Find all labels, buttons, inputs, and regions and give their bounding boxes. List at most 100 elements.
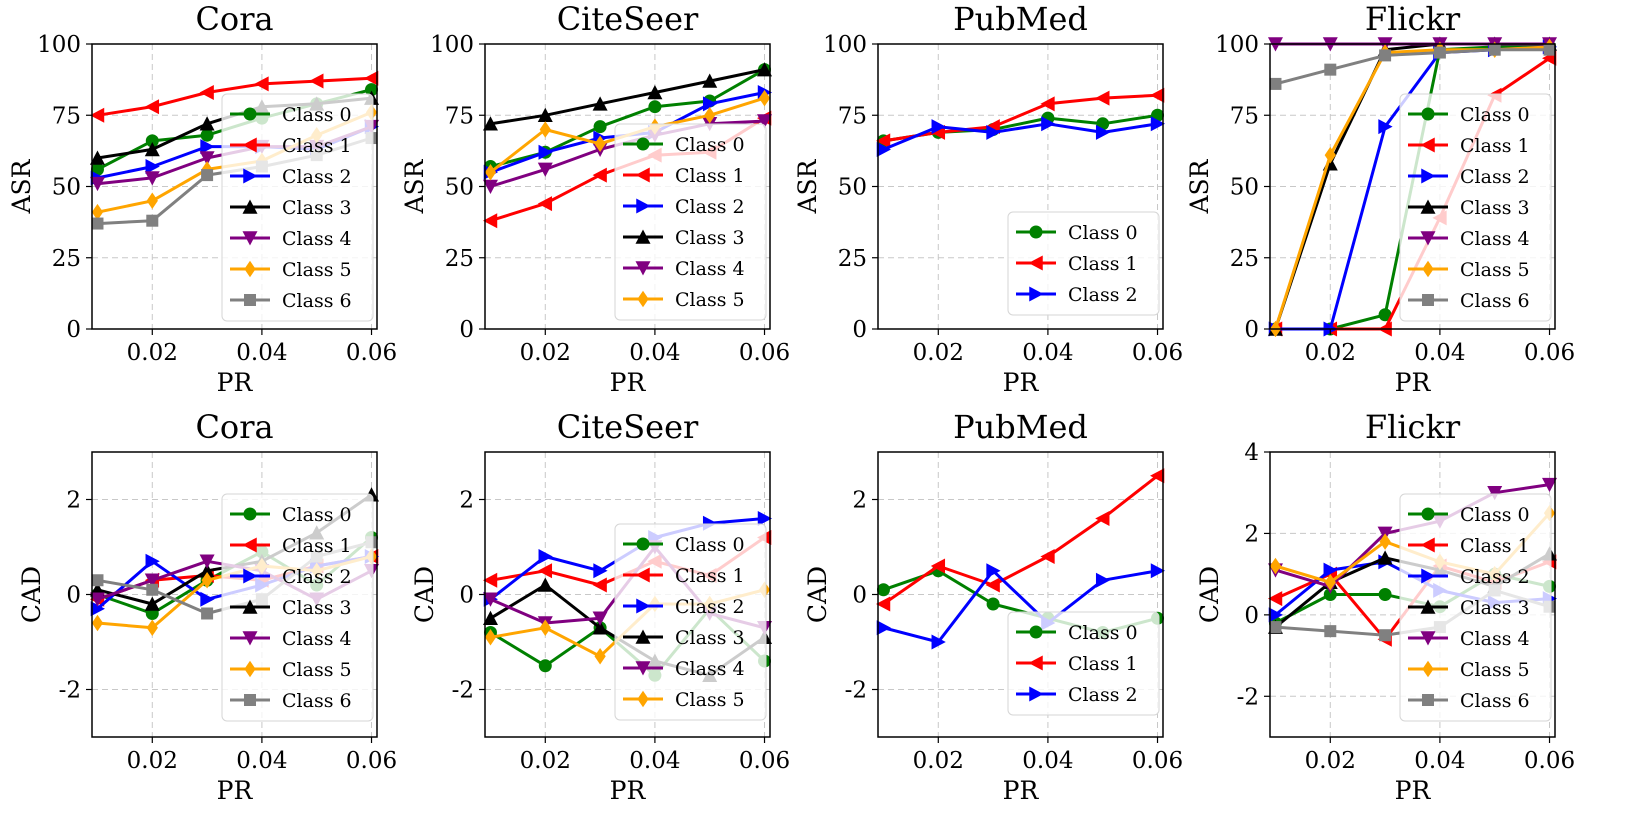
legend-label: Class 5 — [675, 289, 745, 311]
data-point — [537, 577, 553, 592]
legend-item: Class 3 — [230, 197, 352, 219]
data-point — [647, 84, 663, 100]
legend: Class 0 Class 1 Class 2 Class 3 Class 4 Class… — [221, 493, 374, 722]
legend-item: Class 5 — [230, 259, 352, 281]
data-point — [144, 573, 160, 588]
y-tick-label: 0 — [459, 317, 474, 343]
x-tick-label: 0.02 — [127, 340, 178, 366]
legend-box — [221, 493, 374, 722]
data-point — [1378, 119, 1393, 135]
data-point — [89, 176, 105, 192]
data-point — [1150, 468, 1165, 484]
data-point — [986, 597, 1000, 611]
data-point — [1268, 607, 1283, 623]
legend-label: Class 1 — [675, 565, 745, 587]
x-axis-label: PR — [1003, 368, 1040, 397]
y-tick-label: 75 — [838, 103, 867, 129]
legend-item: Class 1 — [1408, 535, 1530, 557]
legend-box — [1399, 493, 1552, 722]
legend: Class 0 Class 1 Class 2 Class 3 Class 4 Class… — [614, 123, 767, 321]
y-tick-label: 100 — [37, 32, 81, 58]
y-axis-label: ASR — [400, 158, 429, 214]
panel-title: PubMed — [953, 0, 1088, 38]
data-point — [1488, 43, 1501, 56]
legend-swatch-marker — [242, 599, 258, 614]
data-point — [144, 99, 160, 115]
data-point — [1324, 625, 1337, 638]
legend-item: Class 1 — [623, 565, 745, 587]
legend-swatch-marker — [1028, 655, 1043, 671]
legend-item: Class 5 — [230, 659, 352, 681]
x-tick-label: 0.04 — [629, 340, 680, 366]
series-line — [1275, 48, 1550, 86]
data-point — [145, 159, 160, 175]
x-tick-label: 0.02 — [520, 748, 571, 774]
legend-swatch-marker — [636, 537, 650, 551]
legend-label: Class 5 — [675, 689, 745, 711]
legend-swatch-marker — [637, 290, 649, 308]
x-axis-label: PR — [610, 368, 647, 397]
data-point — [702, 73, 718, 88]
legend-label: Class 3 — [675, 627, 745, 649]
legend-item: Class 3 — [230, 597, 352, 619]
panel-title: Flickr — [1365, 0, 1461, 38]
data-point — [1269, 557, 1282, 575]
data-point — [704, 107, 716, 124]
data-point — [1095, 572, 1111, 588]
series-class-1 — [875, 468, 1165, 612]
legend-item: Class 4 — [623, 658, 745, 680]
legend-item: Class 5 — [623, 689, 745, 711]
legend-swatch-marker — [1029, 686, 1044, 702]
legend-label: Class 4 — [675, 258, 745, 280]
y-tick-label: 0 — [66, 583, 81, 609]
data-point — [199, 84, 214, 100]
data-point — [146, 619, 158, 636]
legend-item: Class 0 — [1408, 104, 1530, 126]
legend: Class 0 Class 1 Class 2 Class 3 Class 4 Class… — [1399, 93, 1552, 322]
data-point — [146, 214, 159, 227]
legend-swatch-marker — [1029, 286, 1044, 302]
data-point — [364, 70, 379, 86]
legend-label: Class 2 — [1460, 566, 1530, 588]
data-point — [199, 116, 215, 131]
series-line — [883, 569, 1158, 644]
x-axis-label: PR — [610, 776, 647, 805]
legend: Class 0 Class 1 Class 2 Class 3 Class 4 Class… — [614, 523, 767, 721]
legend-label: Class 1 — [282, 135, 352, 157]
legend-swatch-marker — [243, 568, 258, 584]
series-line — [490, 68, 765, 126]
data-point — [91, 574, 104, 587]
legend-label: Class 5 — [282, 659, 352, 681]
legend-swatch-marker — [1420, 631, 1436, 646]
legend-label: Class 4 — [282, 228, 352, 250]
data-point — [1323, 588, 1337, 601]
legend-label: Class 2 — [675, 596, 745, 618]
y-tick-label: 75 — [1230, 103, 1259, 129]
y-axis-label: ASR — [1185, 158, 1214, 214]
legend-label: Class 6 — [1460, 290, 1530, 312]
y-axis-label: CAD — [1195, 566, 1224, 623]
legend-swatch-marker — [244, 660, 256, 678]
series-class-6 — [1269, 43, 1556, 90]
data-point — [931, 119, 946, 135]
data-point — [592, 611, 608, 626]
legend-swatch-marker — [244, 694, 256, 706]
panel-title: PubMed — [953, 408, 1088, 446]
data-point — [484, 629, 497, 646]
x-tick-label: 0.02 — [520, 340, 571, 366]
y-tick-label: -2 — [845, 678, 867, 704]
y-tick-label: 2 — [459, 488, 474, 514]
x-tick-label: 0.04 — [629, 748, 680, 774]
legend-swatch-marker — [1420, 537, 1435, 553]
legend-swatch-marker — [1422, 660, 1434, 678]
data-point — [702, 96, 718, 112]
x-axis-label: PR — [1003, 776, 1040, 805]
data-point — [89, 592, 105, 607]
x-axis-label: PR — [1395, 776, 1432, 805]
data-point — [90, 601, 105, 617]
data-point — [648, 100, 662, 114]
data-point — [876, 141, 891, 157]
panel-asr-flickr: 0.02 0.04 0.06 0 25 50 75 100 Flickr PR ASR Class 0… — [1185, 0, 1575, 397]
y-tick-label: 0 — [852, 317, 867, 343]
legend-label: Class 0 — [1460, 104, 1530, 126]
